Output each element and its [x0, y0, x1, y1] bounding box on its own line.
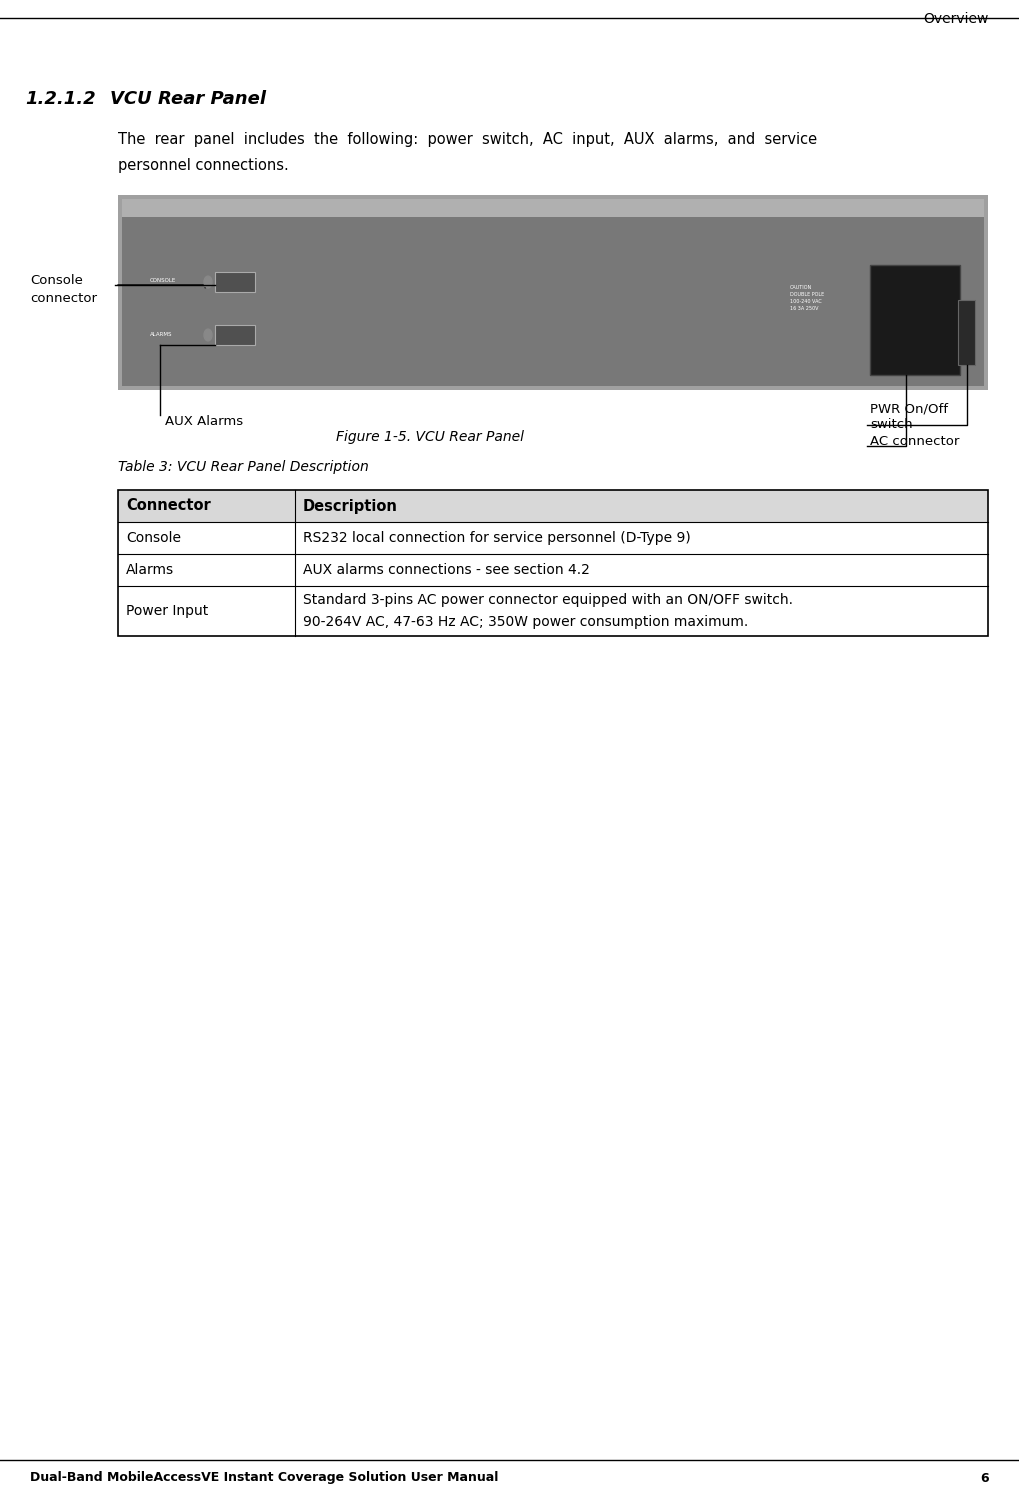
Text: The  rear  panel  includes  the  following:  power  switch,  AC  input,  AUX  al: The rear panel includes the following: p…: [118, 131, 817, 146]
Text: Alarms: Alarms: [126, 563, 174, 577]
Text: CAUTION
DOUBLE POLE
100-240 VAC
16 3A 250V: CAUTION DOUBLE POLE 100-240 VAC 16 3A 25…: [790, 285, 824, 311]
Bar: [215, 272, 255, 291]
Text: PWR On/Off: PWR On/Off: [870, 402, 948, 415]
Text: Console: Console: [126, 530, 181, 545]
Bar: [958, 300, 975, 365]
Bar: [118, 490, 988, 521]
Bar: [122, 199, 984, 385]
Text: AC connector: AC connector: [870, 435, 959, 448]
Text: CONSOLE: CONSOLE: [150, 278, 176, 282]
Bar: [870, 264, 960, 375]
Text: 1.2.1.2: 1.2.1.2: [25, 90, 96, 108]
Circle shape: [204, 329, 212, 341]
Bar: [215, 326, 255, 345]
Bar: [118, 490, 988, 636]
Text: Standard 3-pins AC power connector equipped with an ON/OFF switch.: Standard 3-pins AC power connector equip…: [303, 593, 793, 607]
Text: Dual-Band MobileAccessVE Instant Coverage Solution User Manual: Dual-Band MobileAccessVE Instant Coverag…: [30, 1472, 498, 1485]
Text: personnel connections.: personnel connections.: [118, 158, 288, 173]
Bar: [118, 196, 988, 390]
Circle shape: [204, 276, 212, 288]
Text: Figure 1-5. VCU Rear Panel: Figure 1-5. VCU Rear Panel: [336, 430, 524, 444]
Text: Power Input: Power Input: [126, 604, 208, 619]
Text: Connector: Connector: [126, 499, 211, 514]
Text: 90-264V AC, 47-63 Hz AC; 350W power consumption maximum.: 90-264V AC, 47-63 Hz AC; 350W power cons…: [303, 616, 748, 629]
Text: 6: 6: [980, 1472, 989, 1485]
Text: connector: connector: [30, 291, 97, 305]
Text: Description: Description: [303, 499, 397, 514]
Text: Table 3: VCU Rear Panel Description: Table 3: VCU Rear Panel Description: [118, 460, 369, 474]
Text: AUX alarms connections - see section 4.2: AUX alarms connections - see section 4.2: [303, 563, 590, 577]
Text: RS232 local connection for service personnel (D-Type 9): RS232 local connection for service perso…: [303, 530, 691, 545]
Bar: [122, 199, 984, 217]
Text: VCU Rear Panel: VCU Rear Panel: [110, 90, 266, 108]
Text: AUX Alarms: AUX Alarms: [165, 415, 244, 427]
Text: Overview: Overview: [923, 12, 989, 25]
Text: ALARMS: ALARMS: [150, 333, 172, 338]
Text: switch: switch: [870, 418, 913, 430]
Text: Console: Console: [30, 273, 83, 287]
